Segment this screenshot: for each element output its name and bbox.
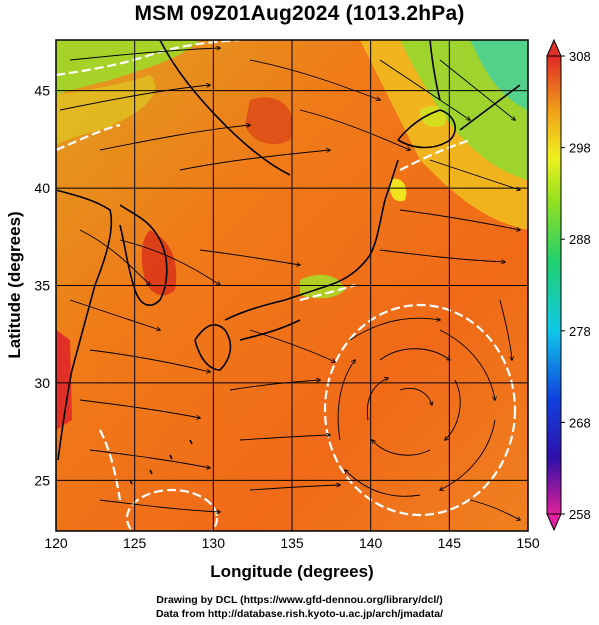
colorbar-tick-label: 298 bbox=[569, 141, 591, 156]
x-axis-label: Longitude (degrees) bbox=[210, 562, 373, 581]
x-tick-label: 150 bbox=[516, 535, 540, 551]
y-axis-label: Latitude (degrees) bbox=[5, 211, 24, 358]
colorbar-min-arrow bbox=[546, 513, 562, 532]
colorbar: 308 298 288 278 268 258 bbox=[546, 38, 591, 532]
x-tick-label: 125 bbox=[123, 535, 147, 551]
x-tick-label: 135 bbox=[280, 535, 304, 551]
x-tick-labels: 120 125 130 135 140 145 150 bbox=[44, 535, 540, 551]
colorbar-tick-label: 278 bbox=[569, 324, 591, 339]
plot-frame bbox=[55, 39, 529, 532]
x-tick-label: 145 bbox=[438, 535, 462, 551]
y-tick-label: 30 bbox=[34, 375, 50, 391]
colorbar-max-arrow bbox=[546, 38, 562, 57]
x-tick-label: 130 bbox=[202, 535, 226, 551]
credit-data-source: Data from http://database.rish.kyoto-u.a… bbox=[155, 608, 444, 620]
colorbar-tick-label: 258 bbox=[569, 507, 591, 522]
y-tick-label: 25 bbox=[34, 472, 50, 488]
colorbar-tick-label: 288 bbox=[569, 232, 591, 247]
graticule bbox=[56, 40, 528, 531]
y-tick-label: 45 bbox=[34, 83, 50, 99]
y-tick-labels: 25 30 35 40 45 bbox=[34, 83, 50, 489]
y-tick-label: 40 bbox=[34, 180, 50, 196]
y-tick-label: 35 bbox=[34, 278, 50, 294]
x-tick-label: 140 bbox=[359, 535, 383, 551]
coastlines bbox=[56, 40, 521, 485]
colorbar-tick-label: 268 bbox=[569, 415, 591, 430]
streamlines bbox=[59, 48, 520, 520]
map-title: MSM 09Z01Aug2024 (1013.2hPa) bbox=[134, 2, 465, 25]
colorbar-tick-label: 308 bbox=[569, 49, 591, 64]
colorbar-scale bbox=[546, 55, 562, 515]
credit-drawing: Drawing by DCL (https://www.gfd-dennou.o… bbox=[156, 594, 443, 606]
x-tick-label: 120 bbox=[44, 535, 68, 551]
isotherm-contours bbox=[56, 40, 517, 531]
